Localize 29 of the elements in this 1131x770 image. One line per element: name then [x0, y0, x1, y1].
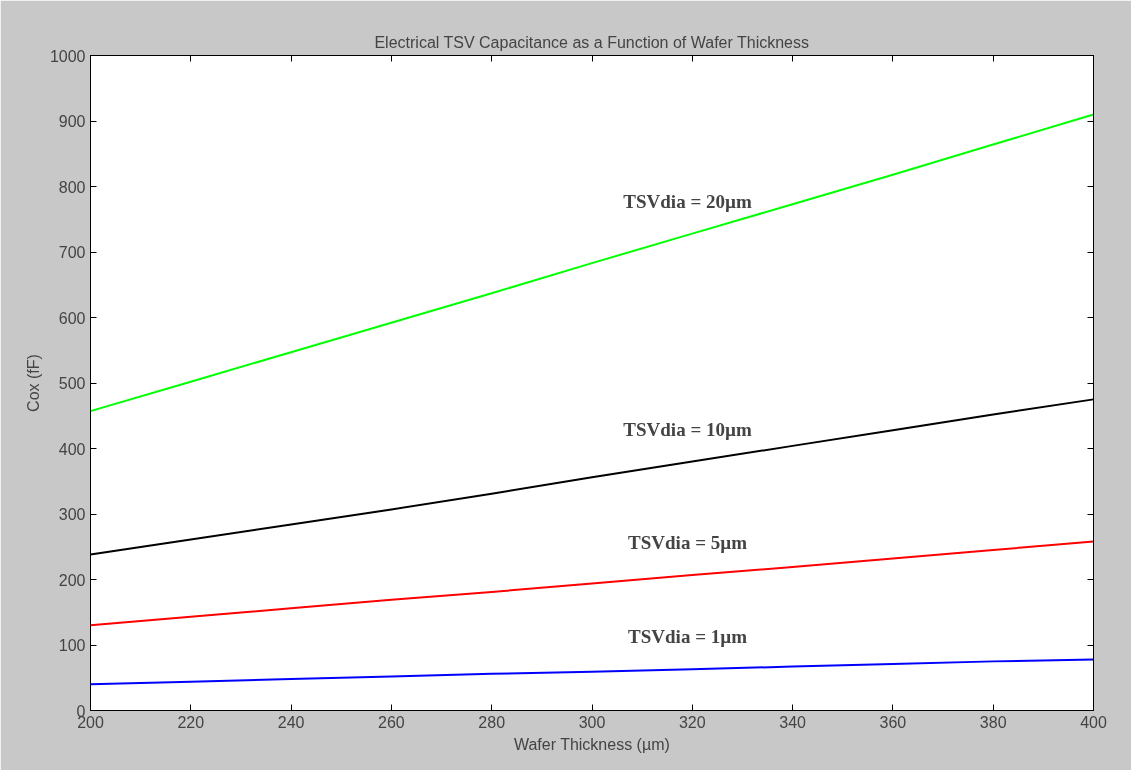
y-tick-label: 200: [58, 571, 86, 589]
x-tick-label: 360: [879, 713, 907, 731]
x-tick-label: 260: [378, 713, 405, 731]
line-series: [90, 113, 1094, 413]
series-label: TSVdia = 5µm: [628, 531, 748, 553]
y-tick-label: 100: [58, 637, 86, 654]
y-tick-label: 400: [58, 440, 86, 458]
x-tick-label: 220: [177, 713, 205, 731]
line-series: [90, 658, 1094, 686]
y-tick-label: 700: [58, 244, 86, 261]
y-tick-label: 900: [58, 113, 86, 130]
chart-title: Electrical TSV Capacitance as a Function of Wafer Thickness: [374, 33, 809, 51]
y-tick-label: 800: [58, 178, 86, 196]
y-tick-label: 1000: [49, 47, 86, 65]
x-tick-label: 320: [678, 713, 706, 731]
y-tick-label: 600: [58, 309, 86, 327]
x-tick-label: 280: [478, 713, 506, 731]
x-tick-label: 380: [979, 713, 1007, 731]
series-label: TSVdia = 1µm: [628, 626, 748, 648]
y-tick-label: 300: [58, 506, 86, 523]
y-tick-label: 500: [58, 375, 86, 392]
series-label: TSVdia = 20µm: [623, 190, 752, 212]
x-tick-label: 240: [277, 713, 305, 731]
x-tick-label: 340: [779, 713, 807, 731]
x-tick-label: 300: [578, 713, 606, 731]
series-label: TSVdia = 10µm: [623, 418, 752, 440]
x-tick-label: 400: [1080, 713, 1107, 731]
y-axis-title: Cox (fF): [24, 354, 42, 412]
x-axis-title: Wafer Thickness (µm): [513, 735, 670, 753]
